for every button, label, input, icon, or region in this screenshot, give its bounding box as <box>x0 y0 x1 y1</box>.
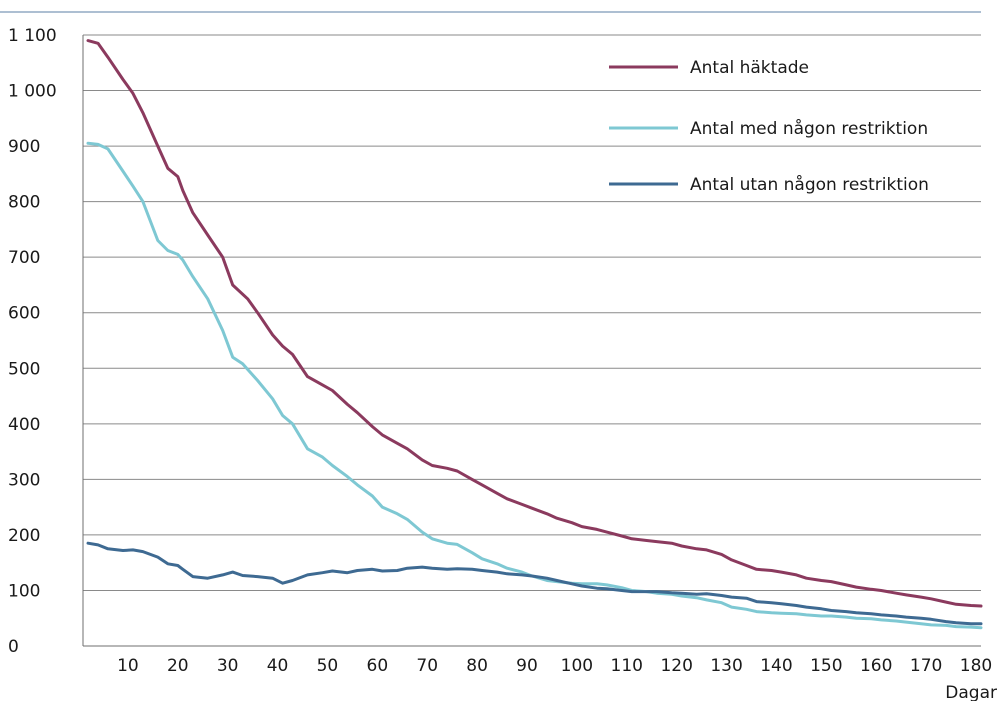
y-tick-label: 100 <box>8 581 40 601</box>
y-tick-label: 600 <box>8 304 40 324</box>
x-tick-label: 100 <box>561 656 593 676</box>
x-tick-label: 170 <box>910 656 942 676</box>
x-tick-label: 70 <box>416 656 438 676</box>
y-tick-label: 1 100 <box>8 26 57 46</box>
x-tick-label: 130 <box>710 656 742 676</box>
x-tick-label: 80 <box>466 656 488 676</box>
x-tick-label: 140 <box>760 656 792 676</box>
y-tick-label: 500 <box>8 359 40 379</box>
x-tick-label: 50 <box>317 656 339 676</box>
y-axis: 0 100 200 300 400 500 600 700 800 900 1 000 1 100 <box>8 26 84 657</box>
legend: Antal häktade Antal med någon restriktion… <box>609 58 929 195</box>
x-tick-label: 160 <box>860 656 892 676</box>
series-layer <box>86 39 983 630</box>
x-tick-label: 90 <box>516 656 538 676</box>
x-axis: 10 20 30 40 50 60 70 80 90 100 110 120 130 140 150 160 1… <box>83 645 992 676</box>
x-tick-label: 150 <box>810 656 842 676</box>
gridlines <box>83 34 981 591</box>
legend-label-2: Antal med någon restriktion <box>690 118 928 139</box>
legend-label-3: Antal utan någon restriktion <box>690 174 929 195</box>
x-tick-label: 120 <box>660 656 692 676</box>
x-axis-title: Dagar <box>945 683 997 701</box>
x-tick-label: 30 <box>217 656 239 676</box>
series-line-3 <box>86 541 983 626</box>
y-tick-label: 1 000 <box>8 82 57 102</box>
y-tick-label: 700 <box>8 248 40 268</box>
y-tick-label: 300 <box>8 470 40 490</box>
series-line-2 <box>86 141 983 630</box>
x-tick-label: 10 <box>117 656 139 676</box>
series-line-1 <box>86 39 983 608</box>
x-tick-label: 20 <box>167 656 189 676</box>
y-tick-label: 900 <box>8 137 40 157</box>
x-tick-label: 40 <box>267 656 289 676</box>
legend-label-1: Antal häktade <box>690 58 809 78</box>
x-tick-label: 60 <box>367 656 389 676</box>
y-tick-label: 400 <box>8 415 40 435</box>
y-tick-label: 800 <box>8 193 40 213</box>
y-tick-label: 0 <box>8 637 19 657</box>
x-tick-label: 180 <box>960 656 992 676</box>
y-tick-label: 200 <box>8 526 40 546</box>
x-tick-label: 110 <box>611 656 643 676</box>
